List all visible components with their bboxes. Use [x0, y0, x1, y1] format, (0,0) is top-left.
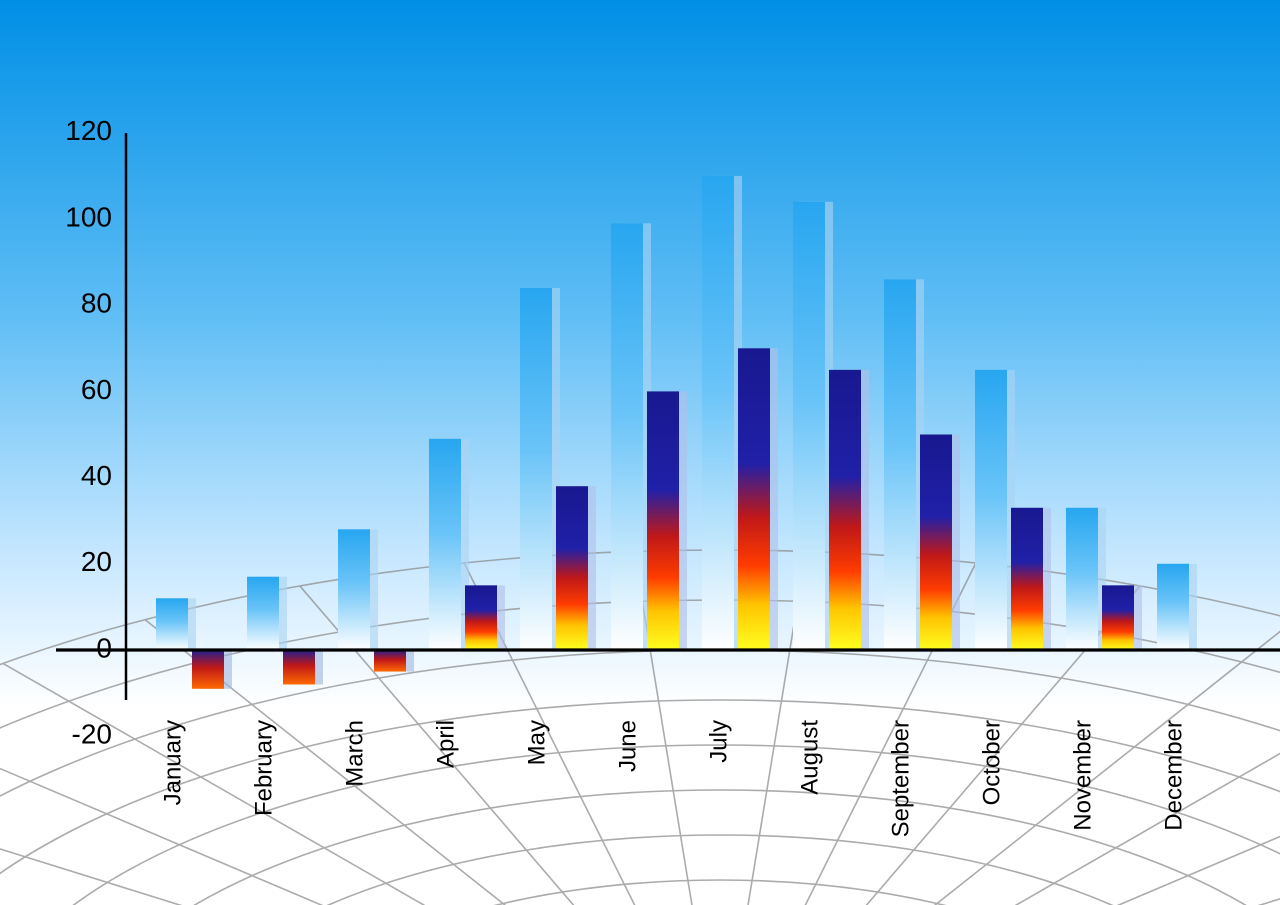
bar-series1 — [793, 202, 825, 650]
bar-series2 — [920, 435, 952, 651]
bar-series1 — [884, 279, 916, 650]
bar-series1 — [1066, 508, 1098, 650]
y-tick-label: 80 — [81, 288, 112, 319]
bar-series1 — [338, 529, 370, 650]
y-tick-label: 100 — [65, 201, 112, 232]
bar-series1 — [702, 176, 734, 650]
bar-series1 — [247, 577, 279, 650]
bar-series1 — [611, 223, 643, 650]
x-category-label: July — [705, 720, 732, 763]
x-category-label: February — [250, 720, 277, 816]
bar-series2 — [1011, 508, 1043, 650]
y-tick-label: 120 — [65, 115, 112, 146]
x-category-label: November — [1069, 720, 1096, 831]
bar-series2 — [1102, 585, 1134, 650]
y-tick-label: 40 — [81, 460, 112, 491]
bar-series2 — [556, 486, 588, 650]
bar-series1 — [975, 370, 1007, 650]
bar-series1 — [520, 288, 552, 650]
x-category-label: August — [796, 720, 823, 795]
y-tick-label: 0 — [96, 632, 112, 663]
y-tick-label: 20 — [81, 546, 112, 577]
y-tick-label: 60 — [81, 374, 112, 405]
x-category-label: December — [1160, 720, 1187, 831]
bar-series2 — [738, 348, 770, 650]
x-category-label: January — [159, 720, 186, 805]
bar-series2 — [829, 370, 861, 650]
x-category-label: March — [341, 720, 368, 787]
bar-series2 — [647, 391, 679, 650]
x-category-label: April — [432, 720, 459, 768]
bar-series2 — [374, 650, 406, 672]
chart-container: -20 0 20 40 60 80 100 120 January February March Ap… — [0, 0, 1280, 905]
bar-series2 — [192, 650, 224, 689]
bar-series1 — [1157, 564, 1189, 650]
bar-series2 — [283, 650, 315, 684]
y-tick-label: -20 — [72, 719, 112, 750]
bar-series1 — [156, 598, 188, 650]
x-category-label: October — [978, 720, 1005, 805]
bar-series2 — [465, 585, 497, 650]
bar-series1 — [429, 439, 461, 650]
x-category-label: September — [887, 720, 914, 837]
x-category-label: June — [614, 720, 641, 772]
x-category-label: May — [523, 720, 550, 765]
